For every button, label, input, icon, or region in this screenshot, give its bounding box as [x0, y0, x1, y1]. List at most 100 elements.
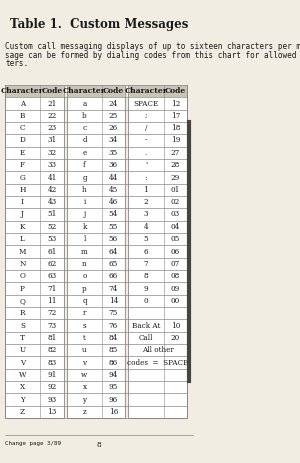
Text: L: L [20, 235, 25, 243]
Text: g: g [82, 174, 87, 181]
Text: 71: 71 [47, 284, 57, 293]
Text: k: k [82, 223, 87, 231]
Text: E: E [20, 149, 25, 157]
Text: 21: 21 [47, 100, 57, 107]
Text: 61: 61 [47, 248, 57, 256]
Text: V: V [20, 358, 25, 367]
Text: H: H [19, 186, 26, 194]
Text: 94: 94 [109, 371, 118, 379]
Text: Character: Character [124, 87, 167, 95]
Text: P: P [20, 284, 25, 293]
Text: N: N [19, 260, 26, 268]
Text: T: T [20, 334, 25, 342]
Text: 33: 33 [47, 161, 56, 169]
Text: 1: 1 [143, 186, 148, 194]
Text: /: / [145, 124, 147, 132]
Text: 73: 73 [47, 321, 57, 330]
Text: I: I [21, 198, 24, 206]
Text: 51: 51 [47, 211, 57, 219]
Text: sage can be formed by dialing codes from this chart for allowed charac-: sage can be formed by dialing codes from… [5, 50, 300, 60]
Text: t: t [83, 334, 86, 342]
Text: 55: 55 [109, 223, 118, 231]
Text: 08: 08 [171, 272, 180, 280]
Text: Y: Y [20, 395, 25, 403]
Text: 8: 8 [144, 272, 148, 280]
Text: 46: 46 [109, 198, 118, 206]
Text: 17: 17 [171, 112, 180, 120]
Text: 56: 56 [109, 235, 118, 243]
Text: 10: 10 [171, 321, 180, 330]
Text: 24: 24 [109, 100, 118, 107]
Text: ters.: ters. [5, 59, 28, 68]
Text: s: s [83, 321, 86, 330]
Text: 63: 63 [47, 272, 57, 280]
Text: l: l [83, 235, 86, 243]
Text: 8: 8 [97, 441, 101, 449]
Text: D: D [20, 137, 25, 144]
Text: K: K [20, 223, 25, 231]
Text: 28: 28 [171, 161, 180, 169]
Text: 25: 25 [109, 112, 118, 120]
Text: A: A [20, 100, 25, 107]
Text: 16: 16 [109, 408, 118, 416]
Text: 05: 05 [171, 235, 180, 243]
Text: 35: 35 [109, 149, 118, 157]
Text: 31: 31 [47, 137, 57, 144]
Text: c: c [82, 124, 86, 132]
Text: h: h [82, 186, 87, 194]
Text: J: J [21, 211, 24, 219]
Text: 75: 75 [109, 309, 118, 317]
Text: U: U [19, 346, 26, 354]
Text: All other: All other [142, 346, 174, 354]
Text: Code: Code [103, 87, 124, 95]
Text: 04: 04 [171, 223, 180, 231]
Text: 3: 3 [144, 211, 148, 219]
Text: -: - [145, 137, 147, 144]
Text: 52: 52 [47, 223, 57, 231]
Text: 66: 66 [109, 272, 118, 280]
Text: Character: Character [63, 87, 106, 95]
Text: 7: 7 [144, 260, 148, 268]
Text: i: i [83, 198, 85, 206]
Text: 84: 84 [109, 334, 118, 342]
Text: 85: 85 [109, 346, 118, 354]
Text: a: a [82, 100, 87, 107]
Text: 18: 18 [171, 124, 180, 132]
Text: 42: 42 [47, 186, 57, 194]
Text: 82: 82 [47, 346, 57, 354]
Text: Q: Q [20, 297, 25, 305]
Text: codes  =  SPACE: codes = SPACE [127, 358, 188, 367]
Text: 41: 41 [47, 174, 57, 181]
Text: u: u [82, 346, 87, 354]
Text: W: W [19, 371, 26, 379]
Text: 22: 22 [47, 112, 57, 120]
Text: R: R [20, 309, 25, 317]
Text: :: : [145, 174, 147, 181]
Text: x: x [82, 383, 86, 391]
Text: 93: 93 [47, 395, 57, 403]
Text: 2: 2 [144, 198, 148, 206]
Text: .: . [145, 149, 147, 157]
Text: 14: 14 [109, 297, 118, 305]
Text: 81: 81 [47, 334, 57, 342]
Text: 27: 27 [171, 149, 180, 157]
Text: Z: Z [20, 408, 25, 416]
Text: 26: 26 [109, 124, 118, 132]
Text: Back At: Back At [132, 321, 160, 330]
Text: ;: ; [145, 112, 147, 120]
Text: G: G [20, 174, 25, 181]
Text: j: j [83, 211, 85, 219]
Text: y: y [82, 395, 86, 403]
Text: 62: 62 [47, 260, 57, 268]
Text: C: C [20, 124, 25, 132]
Bar [4, 85, 188, 418]
Text: 74: 74 [109, 284, 118, 293]
Bar [4, 85, 188, 97]
Text: B: B [20, 112, 25, 120]
Text: 36: 36 [109, 161, 118, 169]
Text: Code: Code [41, 87, 63, 95]
Text: 83: 83 [47, 358, 57, 367]
Text: 01: 01 [171, 186, 180, 194]
Text: 53: 53 [47, 235, 57, 243]
Text: p: p [82, 284, 87, 293]
